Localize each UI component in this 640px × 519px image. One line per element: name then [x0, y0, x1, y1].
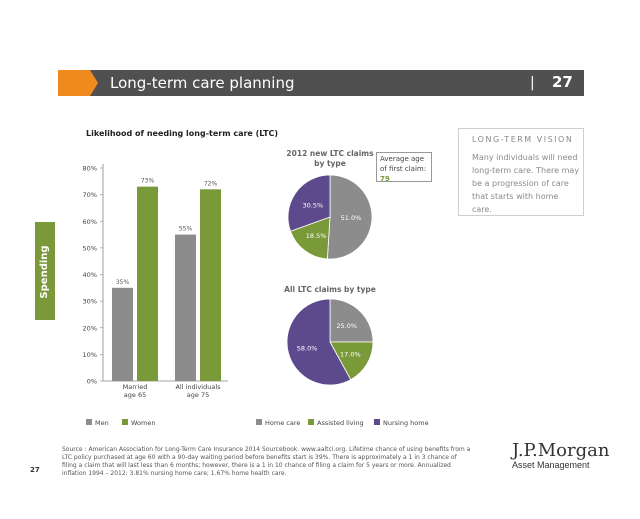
pie-slice-label: 30.5% — [302, 201, 323, 209]
x-category-label: age 75 — [187, 391, 209, 399]
y-tick-label: 30% — [83, 298, 97, 306]
legend-label-women: Women — [131, 419, 155, 427]
pie-slice-assisted-living — [289, 216, 331, 260]
pie-slice-nursing-home — [287, 174, 331, 232]
pie-slice-label: 18.5% — [306, 232, 327, 240]
x-category-label: All individuals — [175, 383, 221, 391]
average-age-text: Average age of first claim: 79 — [380, 154, 432, 184]
bar-men — [175, 234, 196, 381]
pie-slice-home-care — [329, 298, 374, 343]
callout-box — [458, 128, 584, 216]
legend-label-home-care: Home care — [265, 419, 300, 427]
header-bar — [58, 70, 584, 96]
y-tick-label: 80% — [83, 165, 97, 173]
page-title: Long-term care planning — [110, 74, 295, 92]
bar-women — [200, 189, 221, 381]
average-age-value: 79 — [380, 175, 390, 183]
bar-women — [137, 186, 158, 381]
legend-swatch-assisted-living — [308, 419, 314, 425]
bar-men — [112, 287, 133, 381]
y-tick-label: 10% — [83, 351, 97, 359]
bar-value-label: 55% — [179, 226, 193, 233]
legend-label-assisted-living: Assisted living — [317, 419, 364, 427]
pie-slice-label: 58.0% — [297, 344, 318, 352]
side-tab — [35, 222, 55, 320]
y-tick-label: 0% — [87, 378, 97, 386]
pie-slice-home-care — [326, 174, 373, 260]
bar-value-label: 35% — [116, 279, 130, 286]
x-category-label: age 65 — [124, 391, 146, 399]
jpmorgan-logo: J.P.Morgan — [512, 440, 610, 461]
legend-label-nursing-home: Nursing home — [383, 419, 429, 427]
pie-title: All LTC claims by type — [284, 285, 376, 294]
legend-swatch-nursing-home — [374, 419, 380, 425]
bar-chart-title: Likelihood of needing long-term care (LT… — [86, 129, 278, 138]
pie-slice-label: 17.0% — [340, 351, 361, 359]
legend-swatch-women — [122, 419, 128, 425]
y-tick-label: 40% — [83, 271, 97, 279]
pie-slice-nursing-home — [286, 298, 352, 386]
average-age-label: Average age of first claim: — [380, 155, 427, 173]
pie-title: 2012 new LTC claims — [286, 149, 374, 158]
y-tick-label: 60% — [83, 218, 97, 226]
bar-value-label: 73% — [141, 178, 155, 185]
bar-value-label: 72% — [204, 180, 218, 187]
logo-subtitle: Asset Management — [512, 460, 590, 470]
legend-swatch-men — [86, 419, 92, 425]
footer-page-number: 27 — [30, 466, 40, 474]
legend-swatch-home-care — [256, 419, 262, 425]
y-tick-label: 70% — [83, 191, 97, 199]
pie-slice-assisted-living — [329, 341, 374, 381]
header-separator: | — [530, 75, 535, 91]
legend-label-men: Men — [95, 419, 109, 427]
average-age-box — [376, 152, 432, 182]
pie-title: by type — [314, 159, 346, 168]
y-tick-label: 50% — [83, 244, 97, 252]
header-arrow-icon — [58, 70, 98, 96]
x-category-label: Married — [123, 383, 148, 391]
callout-title: LONG-TERM VISION — [472, 135, 574, 144]
y-tick-label: 20% — [83, 324, 97, 332]
pie-slice-label: 51.0% — [341, 214, 362, 222]
callout-text: Many individuals will need long-term car… — [472, 153, 580, 214]
header-page-number: 27 — [552, 73, 573, 91]
source-footnote: Source : American Association for Long-T… — [62, 446, 471, 477]
pie-slice-label: 25.0% — [336, 322, 357, 330]
